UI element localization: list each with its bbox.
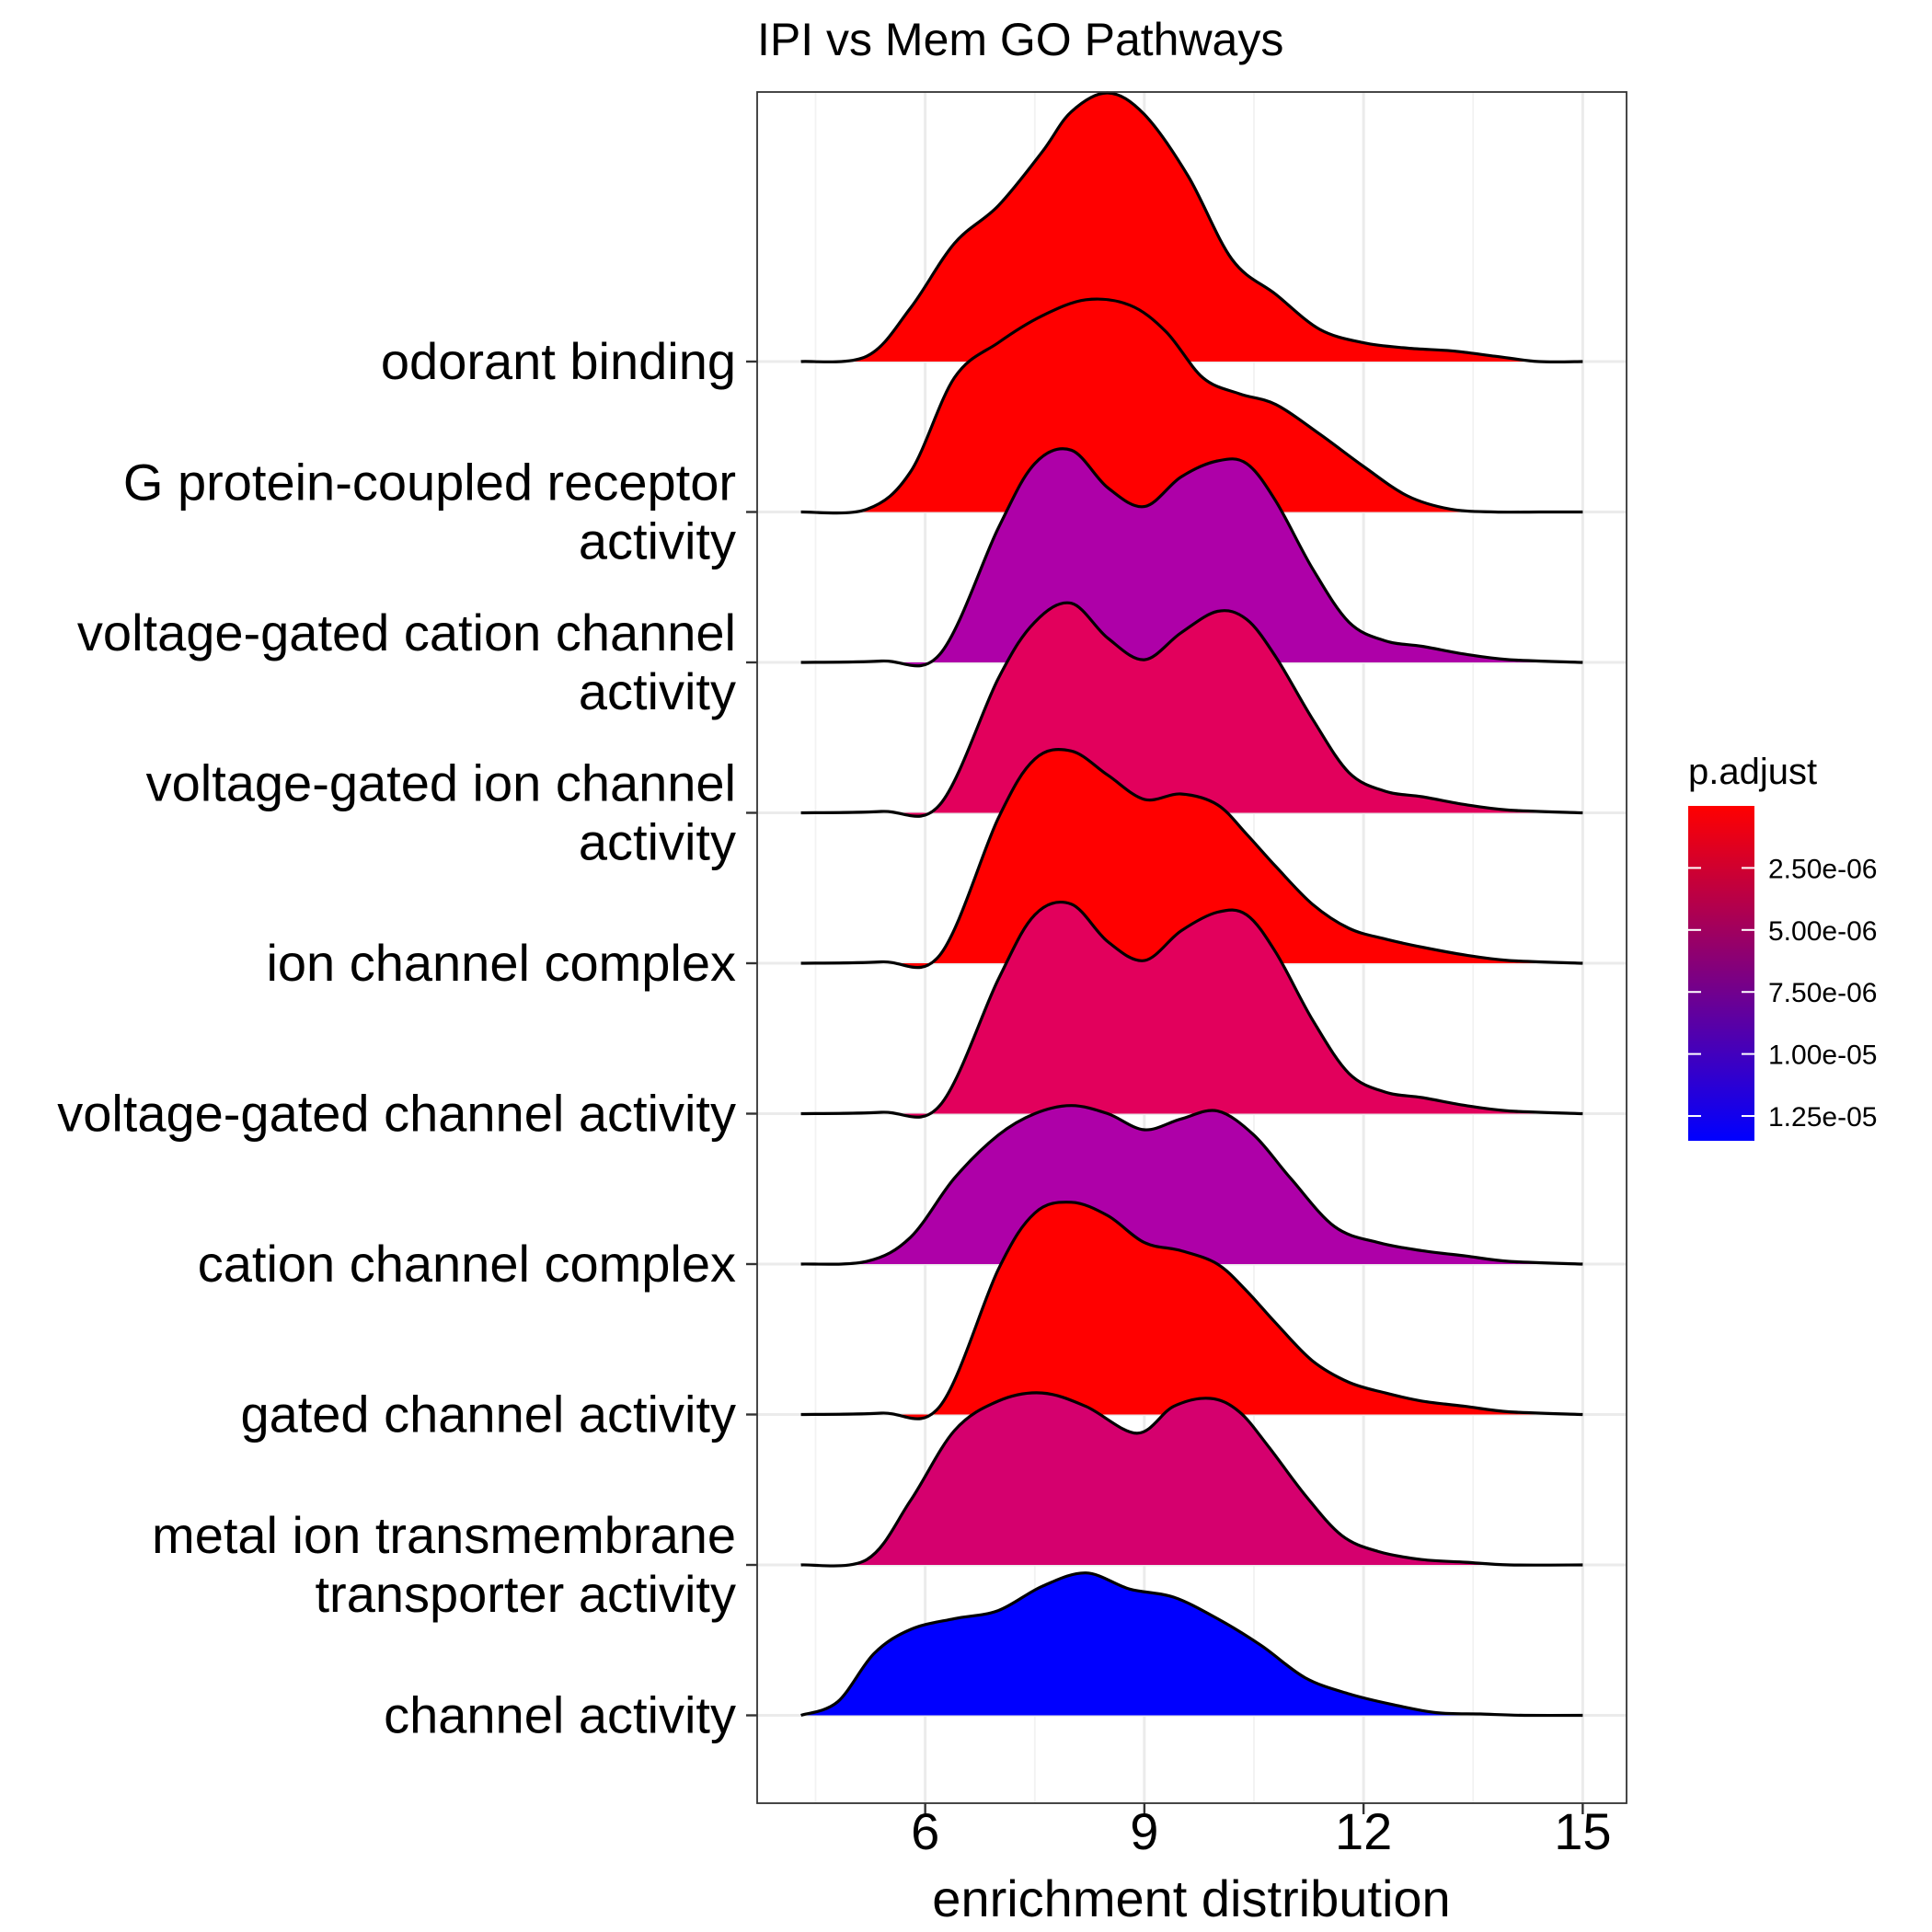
ridge-6 xyxy=(800,1104,1583,1266)
y-tick-label: voltage-gated ion channel xyxy=(146,754,736,812)
y-axis-labels: odorant binding G protein-coupled recepto… xyxy=(57,332,757,1744)
legend-tick-label: 1.00e-05 xyxy=(1768,1041,1877,1071)
plot-panel-border xyxy=(756,91,1627,1804)
ridge-8 xyxy=(800,1391,1583,1568)
ridge-outline xyxy=(800,1201,1583,1420)
y-tick-label: ion channel complex xyxy=(266,934,736,992)
ridge-outline xyxy=(800,900,1583,1119)
ridge-outline xyxy=(800,1391,1583,1568)
ridge-1 xyxy=(800,297,1583,515)
ridge-fill xyxy=(800,1392,1583,1567)
ridge-fill xyxy=(800,1572,1583,1716)
ridge-7 xyxy=(800,1201,1583,1420)
ridge-fill xyxy=(800,1202,1583,1420)
x-tick-label: 12 xyxy=(1335,1802,1392,1860)
ridge-fill xyxy=(800,603,1583,817)
ridge-5 xyxy=(800,900,1583,1119)
y-tick-label: channel activity xyxy=(384,1686,736,1744)
ridge-0 xyxy=(800,91,1583,364)
legend-tick-label: 7.50e-06 xyxy=(1768,978,1877,1008)
legend-title: p.adjust xyxy=(1688,752,1817,792)
y-tick-label: activity xyxy=(579,512,736,570)
legend-tick-label: 1.25e-05 xyxy=(1768,1102,1877,1133)
x-axis: 6 9 12 15 xyxy=(911,1802,1611,1860)
x-tick-label: 6 xyxy=(911,1802,939,1860)
legend-tick-label: 5.00e-06 xyxy=(1768,916,1877,947)
y-tick-label: activity xyxy=(579,662,736,720)
x-tick-label: 15 xyxy=(1554,1802,1611,1860)
ridge-outline xyxy=(800,747,1583,970)
y-tick-label: cation channel complex xyxy=(198,1235,736,1293)
ridge-fill xyxy=(800,1105,1583,1265)
ridge-2 xyxy=(800,447,1583,668)
ridge-9 xyxy=(800,1571,1583,1718)
legend-tick-label: 2.50e-06 xyxy=(1768,854,1877,884)
y-tick-label: voltage-gated cation channel xyxy=(77,604,736,661)
y-tick-label: G protein-coupled receptor xyxy=(123,454,736,512)
ridge-fill xyxy=(800,299,1583,513)
ridge-3 xyxy=(800,601,1583,818)
chart-title: IPI vs Mem GO Pathways xyxy=(757,14,1283,65)
ridge-fill xyxy=(800,749,1583,968)
ridge-fill xyxy=(800,92,1583,362)
y-tick-label: odorant binding xyxy=(381,332,736,390)
y-tick-label: gated channel activity xyxy=(240,1386,736,1443)
y-tick-label: metal ion transmembrane xyxy=(152,1506,736,1564)
x-tick-label: 9 xyxy=(1130,1802,1158,1860)
ridge-outline xyxy=(800,1104,1583,1266)
y-tick-label: transporter activity xyxy=(316,1565,737,1623)
y-tick-label: activity xyxy=(579,813,736,871)
legend: p.adjust 2.50e-06 5.00e-06 7.50e-06 1.00e-0… xyxy=(1688,752,1877,1141)
ridges xyxy=(800,91,1583,1718)
ridge-outline xyxy=(800,297,1583,515)
ridge-outline xyxy=(800,91,1583,364)
x-axis-title: enrichment distribution xyxy=(932,1869,1450,1927)
legend-colorbar xyxy=(1688,806,1754,1141)
ridge-4 xyxy=(800,747,1583,970)
y-tick-label: voltage-gated channel activity xyxy=(57,1085,736,1143)
ridge-outline xyxy=(800,447,1583,668)
ridge-fill xyxy=(800,448,1583,666)
ridge-fill xyxy=(800,902,1583,1118)
ridge-outline xyxy=(800,1571,1583,1718)
ridge-outline xyxy=(800,601,1583,818)
